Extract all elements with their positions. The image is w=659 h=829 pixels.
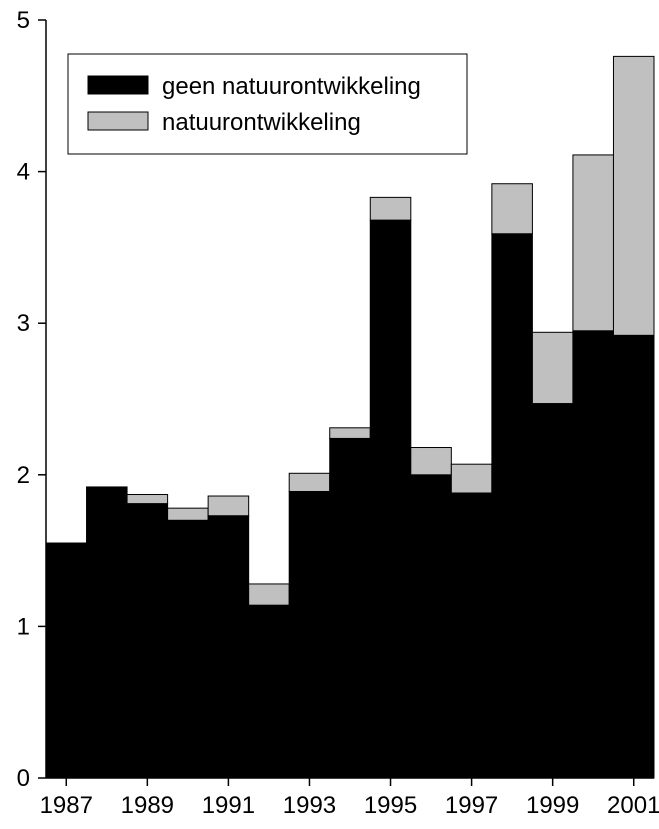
axes-group: 0 1 2 3 4 5 1987 1989 1991 1993 1995 1997 1999 2001 bbox=[17, 7, 659, 819]
bar-geen-natuurontwikkeling-1990 bbox=[167, 519, 209, 779]
bars-group bbox=[45, 55, 655, 779]
legend-box bbox=[67, 53, 468, 155]
x-tick-label-1997: 1997 bbox=[445, 792, 498, 819]
bar-geen-natuurontwikkeling-1991 bbox=[207, 515, 250, 779]
bar-natuurontwikkeling-1995 bbox=[369, 196, 412, 221]
y-tick-label-4: 4 bbox=[17, 159, 30, 186]
legend-swatch-geen-natuurontwikkeling bbox=[87, 75, 149, 95]
bar-geen-natuurontwikkeling-1987 bbox=[45, 542, 88, 779]
bar-natuurontwikkeling-1991 bbox=[207, 495, 250, 517]
x-tick-label-1991: 1991 bbox=[202, 792, 255, 819]
bar-natuurontwikkeling-1997 bbox=[450, 463, 493, 494]
bar-natuurontwikkeling-1992 bbox=[248, 583, 290, 606]
legend-swatch-natuurontwikkeling bbox=[87, 111, 149, 131]
x-tick-label-1995: 1995 bbox=[364, 792, 417, 819]
bar-geen-natuurontwikkeling-1993 bbox=[288, 490, 331, 779]
bar-natuurontwikkeling-1998 bbox=[491, 183, 533, 235]
bar-natuurontwikkeling-1990 bbox=[167, 507, 209, 521]
bar-geen-natuurontwikkeling-1998 bbox=[491, 233, 533, 779]
x-tick-label-1993: 1993 bbox=[283, 792, 336, 819]
y-tick-label-1: 1 bbox=[17, 613, 30, 640]
y-tick-label-0: 0 bbox=[17, 765, 30, 792]
x-tick-label-1987: 1987 bbox=[40, 792, 93, 819]
legend: geen natuurontwikkeling natuurontwikkeli… bbox=[67, 53, 468, 155]
bar-natuurontwikkeling-1996 bbox=[410, 447, 452, 476]
legend-label-natuurontwikkeling: natuurontwikkeling bbox=[162, 109, 361, 136]
y-tick-label-2: 2 bbox=[17, 462, 30, 489]
bar-geen-natuurontwikkeling-1995 bbox=[369, 219, 412, 779]
bar-geen-natuurontwikkeling-1988 bbox=[86, 486, 128, 779]
legend-label-geen-natuurontwikkeling: geen natuurontwikkeling bbox=[162, 73, 421, 100]
bar-geen-natuurontwikkeling-1997 bbox=[450, 492, 493, 779]
bar-geen-natuurontwikkeling-1999 bbox=[531, 403, 574, 779]
bar-geen-natuurontwikkeling-1992 bbox=[248, 604, 290, 779]
bar-natuurontwikkeling-2001 bbox=[612, 55, 655, 336]
bar-natuurontwikkeling-2000 bbox=[572, 154, 614, 332]
y-tick-label-5: 5 bbox=[17, 7, 30, 34]
bar-natuurontwikkeling-1994 bbox=[329, 427, 371, 439]
y-tick-label-3: 3 bbox=[17, 310, 30, 337]
x-tick-label-1999: 1999 bbox=[526, 792, 579, 819]
bar-geen-natuurontwikkeling-2000 bbox=[572, 330, 614, 779]
bar-geen-natuurontwikkeling-1996 bbox=[410, 474, 452, 779]
bar-geen-natuurontwikkeling-1989 bbox=[126, 503, 169, 779]
bar-natuurontwikkeling-1993 bbox=[288, 472, 331, 492]
bar-natuurontwikkeling-1989 bbox=[126, 494, 169, 505]
bar-geen-natuurontwikkeling-1994 bbox=[329, 437, 371, 779]
bar-natuurontwikkeling-1999 bbox=[531, 331, 574, 405]
x-tick-label-2001: 2001 bbox=[607, 792, 659, 819]
bar-geen-natuurontwikkeling-2001 bbox=[612, 334, 655, 779]
x-tick-label-1989: 1989 bbox=[121, 792, 174, 819]
